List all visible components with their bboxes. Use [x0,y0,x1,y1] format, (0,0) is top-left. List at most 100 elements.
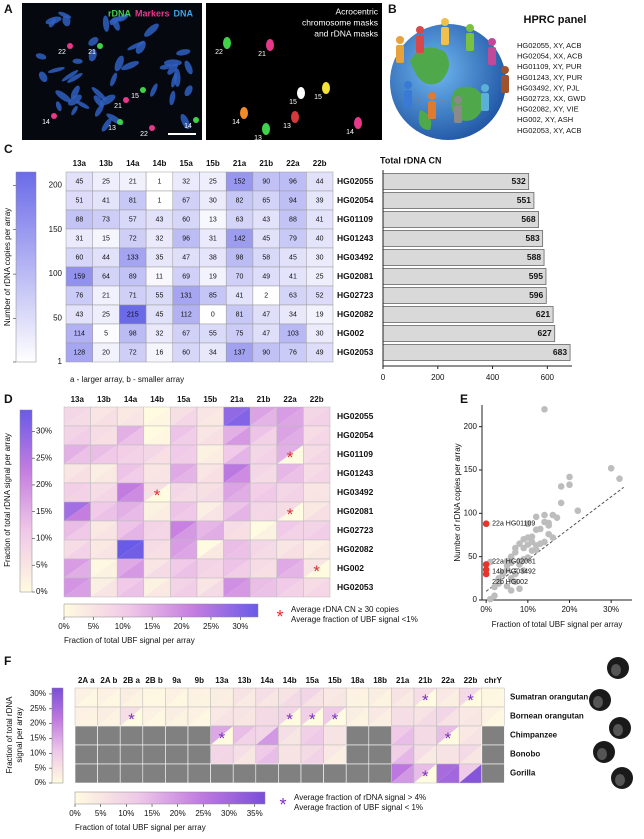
cell-rdna [301,707,324,726]
person-head [488,38,496,46]
cell-ubf [117,559,144,578]
cell-ubf [276,521,304,540]
cell-ubf [276,540,304,559]
cell-value: 112 [181,311,192,318]
chromosome [58,11,72,19]
column-label: 9b [195,676,204,685]
mask [291,111,299,123]
person-body [466,33,474,51]
cell-ubf [188,707,211,726]
asterisk: * [287,448,294,467]
cell-ubf [64,445,91,464]
cell-ubf [197,407,224,426]
cell-rdna [143,578,171,597]
missing-cell [481,725,505,746]
missing-cell [97,744,121,765]
bar [382,211,539,228]
person-body [404,90,412,108]
cell-ubf [278,726,301,745]
cell-rdna [278,726,301,745]
cell-ubf [303,540,330,559]
point [507,559,515,567]
cell-value: 64 [102,273,110,280]
cell-value: 49 [316,349,324,356]
person-head [501,66,509,74]
missing-cell [165,725,189,746]
chromosome [169,90,176,106]
cell-rdna [391,688,414,707]
cell-value: 11 [156,273,163,280]
cell-ubf [250,540,277,559]
point [616,475,623,482]
cell-value: 41 [316,216,324,223]
cell-ubf [436,707,460,726]
cell-ubf [90,502,118,521]
cell-ubf [414,707,437,726]
chromosome [184,85,193,97]
row-label: HG02055 [337,176,374,186]
cell-value: 49 [262,273,270,280]
chromosome-label: 14 [232,119,240,126]
point-label: 22b HG002 [492,579,528,586]
cell-ubf [276,445,304,464]
cell-value: 31 [209,235,217,242]
missing-cell [255,763,279,784]
missing-cell [165,763,189,784]
cell-value: 35 [156,254,164,261]
point [482,561,490,568]
panel-letter: E [460,392,468,406]
cell-rdna [64,521,91,540]
chromosome [121,60,139,71]
cell-ubf [90,578,118,597]
colorbar-tick-label: 15% [36,507,52,516]
cell-rdna [255,726,279,745]
ape-face [597,748,607,760]
cell-ubf [250,502,277,521]
colorbar-tick-label: 20% [30,719,46,728]
cell-ubf [97,688,121,707]
panel-title: HPRC panel [524,14,587,26]
point [507,553,515,560]
mask [240,107,248,119]
cell-ubf [90,407,118,426]
cell-ubf [223,502,251,521]
point [499,569,507,577]
chromosome [47,66,65,74]
cell-rdna [250,521,277,540]
cell-ubf [90,445,118,464]
ape-face [615,774,625,786]
point [532,513,540,521]
rdna-spot [140,87,146,93]
chromosome [101,118,112,132]
cell-rdna [278,745,301,764]
row-label: HG01243 [337,233,374,243]
cell-rdna [143,464,171,483]
cell-rdna [143,521,171,540]
chromosome [75,100,90,109]
chromosome-label: 15 [289,99,297,106]
chromosome [127,41,145,51]
cell-ubf [170,521,197,540]
cell-ubf [233,726,256,745]
cell-rdna [97,707,121,726]
cell-ubf [459,764,482,783]
legend-tick-label: 5% [88,622,100,631]
cell-value: 88 [75,216,83,223]
cell-ubf [223,483,251,502]
panel-letter: B [388,2,397,16]
cell-ubf [414,688,437,707]
cell-rdna [90,483,118,502]
cell-rdna [301,745,324,764]
cell-rdna [143,540,171,559]
cell-ubf [250,426,277,445]
row-label: HG01243 [337,468,374,478]
person-head [416,26,424,34]
cell-value: 90 [262,349,270,356]
cell-ubf [250,445,277,464]
person-body [416,35,424,53]
chromosome [110,72,118,87]
cell-ubf [197,445,224,464]
cell-ubf [197,464,224,483]
cell-rdna [75,688,98,707]
column-label: 2A a [78,676,95,685]
